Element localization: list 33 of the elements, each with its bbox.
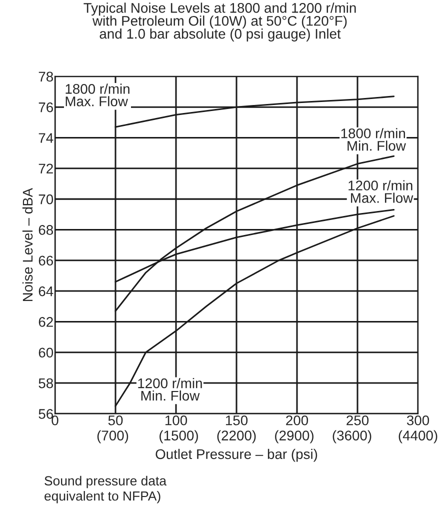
x-tick-label: 150: [226, 415, 248, 426]
y-tick-label: 68: [38, 225, 54, 235]
y-tick-label: 66: [38, 256, 53, 266]
y-tick-label: 62: [38, 317, 53, 327]
y-tick-label: 70: [38, 194, 54, 204]
x-tick-label: 300: [406, 415, 430, 426]
y-tick-label: 76: [38, 102, 53, 112]
y-tick-label: 58: [38, 378, 54, 388]
x-tick-label: 0: [52, 415, 58, 426]
chart-title: Typical Noise Levels at 1800 and 1200 r/min with Petroleum Oil (10W) at 50°C (120°F) and 1.0 bar absolute (0 psi gauge) Inlet: [84, 2, 356, 42]
x2-tick-label: (3600): [332, 430, 372, 444]
x2-tick-label: (2200): [217, 430, 256, 444]
series-label: 1200 r/min Min. Flow: [138, 378, 202, 401]
y-axis-title: Noise Level – dBA: [22, 188, 33, 302]
y-tick-label: 78: [38, 72, 54, 82]
x2-tick-label: (2900): [275, 430, 314, 444]
x2-tick-label: (4400): [398, 430, 438, 444]
x2-tick-label: (1500): [160, 430, 198, 444]
x-tick-label: 100: [165, 415, 188, 426]
y-tick-label: 72: [38, 164, 53, 174]
y-tick-label: 64: [38, 286, 54, 296]
x-tick-label: 50: [108, 415, 123, 426]
x2-tick-label: (700): [97, 430, 128, 444]
series-label: 1800 r/min Min. Flow: [341, 128, 406, 151]
series-label: 1200 r/min Max. Flow: [348, 180, 414, 203]
y-tick-label: 74: [38, 133, 54, 143]
x-tick-label: 250: [346, 415, 369, 426]
series-label: 1800 r/min Max. Flow: [66, 84, 130, 106]
y-tick-label: 60: [38, 348, 54, 358]
x-axis-title: Outlet Pressure – bar (psi): [156, 448, 318, 462]
x-tick-label: 200: [286, 415, 308, 426]
y-tick-label: 56: [38, 409, 53, 419]
text: Sound pressure data equivalent to NFPA): [44, 476, 166, 504]
